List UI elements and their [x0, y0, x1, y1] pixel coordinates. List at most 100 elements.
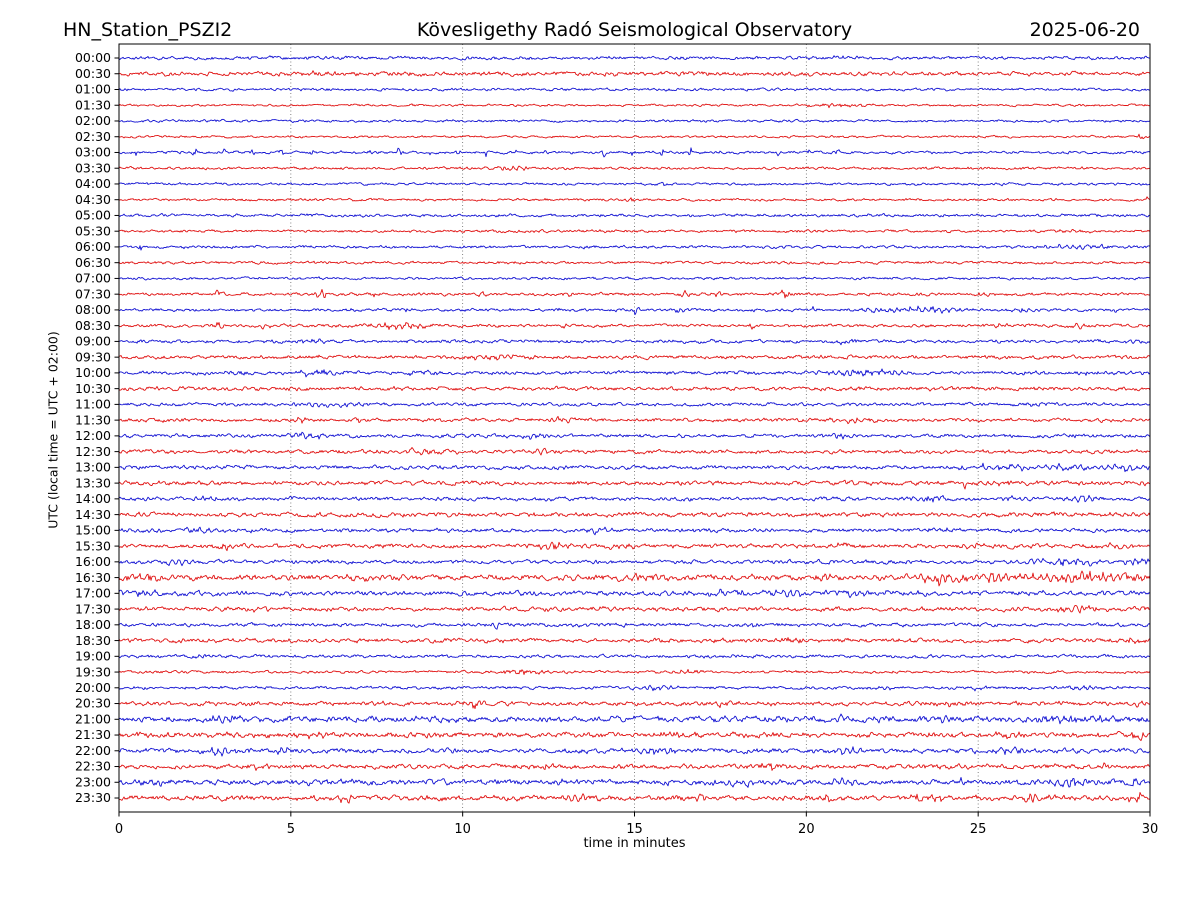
trace-row-11:00 — [119, 401, 1150, 409]
y-tick-label-11:00: 11:00 — [75, 397, 111, 412]
trace-row-16:30 — [119, 570, 1150, 587]
y-tick-label-22:30: 22:30 — [75, 759, 111, 774]
x-tick-label-5: 5 — [287, 822, 295, 837]
y-tick-label-14:00: 14:00 — [75, 491, 111, 506]
x-tick-label-30: 30 — [1142, 822, 1159, 837]
trace-row-05:30 — [119, 228, 1150, 234]
trace-row-09:30 — [119, 354, 1150, 361]
trace-row-17:00 — [119, 588, 1150, 599]
trace-row-02:00 — [119, 118, 1150, 124]
trace-row-10:00 — [119, 368, 1150, 378]
y-tick-label-14:30: 14:30 — [75, 507, 111, 522]
y-axis-label: UTC (local time = UTC + 02:00) — [45, 331, 61, 529]
trace-row-04:30 — [119, 196, 1150, 202]
y-tick-label-09:00: 09:00 — [75, 334, 111, 349]
trace-row-20:30 — [119, 700, 1150, 710]
y-tick-label-23:30: 23:30 — [75, 790, 111, 805]
trace-row-01:30 — [119, 102, 1150, 109]
y-tick-label-16:30: 16:30 — [75, 570, 111, 585]
y-tick-label-15:30: 15:30 — [75, 538, 111, 553]
trace-row-00:00 — [119, 55, 1150, 61]
x-tick-label-0: 0 — [115, 822, 123, 837]
trace-row-03:00 — [119, 147, 1150, 158]
trace-row-15:30 — [119, 541, 1150, 552]
y-tick-label-17:00: 17:00 — [75, 586, 111, 601]
observatory-title: Kövesligethy Radó Seismological Observat… — [416, 19, 853, 41]
x-tick-label-15: 15 — [626, 822, 643, 837]
y-tick-label-21:00: 21:00 — [75, 711, 111, 726]
y-tick-label-08:30: 08:30 — [75, 318, 111, 333]
trace-row-02:30 — [119, 133, 1150, 140]
y-tick-label-19:00: 19:00 — [75, 649, 111, 664]
trace-row-17:30 — [119, 605, 1150, 614]
trace-row-05:00 — [119, 212, 1150, 218]
trace-row-06:30 — [119, 260, 1150, 265]
y-tick-label-21:30: 21:30 — [75, 727, 111, 742]
y-tick-label-20:30: 20:30 — [75, 696, 111, 711]
x-axis-label: time in minutes — [583, 836, 686, 851]
x-tick-label-25: 25 — [970, 822, 987, 837]
y-tick-label-00:30: 00:30 — [75, 66, 111, 81]
trace-row-03:30 — [119, 165, 1150, 171]
y-tick-label-20:00: 20:00 — [75, 680, 111, 695]
x-tick-label-10: 10 — [454, 822, 471, 837]
trace-row-20:00 — [119, 684, 1150, 692]
y-tick-label-22:00: 22:00 — [75, 743, 111, 758]
y-tick-label-18:00: 18:00 — [75, 617, 111, 632]
y-tick-label-03:00: 03:00 — [75, 145, 111, 160]
y-tick-label-07:00: 07:00 — [75, 271, 111, 286]
trace-row-15:00 — [119, 526, 1150, 536]
y-tick-label-23:00: 23:00 — [75, 774, 111, 789]
trace-row-23:00 — [119, 777, 1150, 788]
y-tick-label-04:30: 04:30 — [75, 192, 111, 207]
trace-row-14:00 — [119, 494, 1150, 503]
trace-row-07:00 — [119, 276, 1150, 281]
trace-row-23:30 — [119, 792, 1150, 804]
trace-row-19:30 — [119, 668, 1150, 675]
y-tick-label-16:00: 16:00 — [75, 554, 111, 569]
y-tick-label-11:30: 11:30 — [75, 412, 111, 427]
y-tick-label-08:00: 08:00 — [75, 302, 111, 317]
trace-group — [119, 55, 1150, 804]
trace-row-06:00 — [119, 243, 1150, 251]
trace-row-09:00 — [119, 338, 1150, 346]
trace-row-21:00 — [119, 713, 1150, 725]
y-tick-label-10:00: 10:00 — [75, 365, 111, 380]
trace-row-07:30 — [119, 289, 1150, 299]
y-tick-label-17:30: 17:30 — [75, 601, 111, 616]
trace-row-08:00 — [119, 305, 1150, 316]
trace-row-12:00 — [119, 431, 1150, 440]
trace-row-08:30 — [119, 322, 1150, 330]
trace-row-21:30 — [119, 730, 1150, 742]
y-tick-label-10:30: 10:30 — [75, 381, 111, 396]
trace-row-14:30 — [119, 511, 1150, 519]
x-tick-label-20: 20 — [798, 822, 815, 837]
station-title: HN_Station_PSZI2 — [63, 19, 233, 41]
y-tick-label-15:00: 15:00 — [75, 523, 111, 538]
plot-frame — [118, 43, 1151, 813]
y-tick-label-00:00: 00:00 — [75, 50, 111, 65]
trace-row-18:00 — [119, 622, 1150, 630]
y-tick-label-19:30: 19:30 — [75, 664, 111, 679]
y-tick-label-01:00: 01:00 — [75, 82, 111, 97]
y-tick-label-06:00: 06:00 — [75, 239, 111, 254]
y-tick-label-01:30: 01:30 — [75, 97, 111, 112]
date-title: 2025-06-20 — [1029, 19, 1140, 41]
y-tick-label-02:30: 02:30 — [75, 129, 111, 144]
y-tick-label-13:00: 13:00 — [75, 460, 111, 475]
y-tick-label-18:30: 18:30 — [75, 633, 111, 648]
y-tick-label-09:30: 09:30 — [75, 349, 111, 364]
trace-row-22:00 — [119, 746, 1150, 757]
trace-row-12:30 — [119, 447, 1150, 456]
trace-row-19:00 — [119, 653, 1150, 659]
trace-row-18:30 — [119, 637, 1150, 645]
trace-row-00:30 — [119, 70, 1150, 77]
trace-row-10:30 — [119, 385, 1150, 392]
trace-row-11:30 — [119, 415, 1150, 425]
y-tick-label-05:30: 05:30 — [75, 223, 111, 238]
y-tick-label-03:30: 03:30 — [75, 160, 111, 175]
y-tick-label-05:00: 05:00 — [75, 208, 111, 223]
y-tick-label-02:00: 02:00 — [75, 113, 111, 128]
